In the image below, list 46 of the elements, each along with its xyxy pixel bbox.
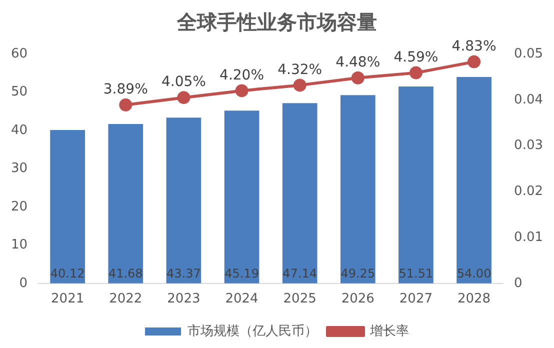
y-tick-label: 50 — [10, 84, 28, 100]
y-tick-label: 10 — [10, 238, 28, 253]
point — [119, 98, 132, 112]
x-tick-label: 2024 — [225, 292, 258, 307]
y-tick-label: 40 — [10, 122, 28, 138]
data-label: 40.12 — [50, 266, 85, 281]
x-tick-label: 2025 — [283, 292, 316, 307]
data-label: 4.20% — [220, 67, 264, 84]
y-tick-label: 30 — [10, 161, 28, 176]
point — [468, 55, 481, 68]
y2-tick-label: 0.02 — [514, 184, 544, 200]
legend-label: 市场规模（亿人民币） — [188, 324, 318, 339]
legend-label: 增长率 — [369, 322, 409, 339]
x-tick-label: 2028 — [457, 292, 491, 307]
x-tick-label: 2023 — [167, 292, 200, 307]
data-label: 51.51 — [398, 266, 434, 281]
y-tick-label: 20 — [10, 199, 28, 214]
point — [351, 71, 364, 84]
data-label: 45.19 — [224, 266, 259, 281]
y2-tick-label: 0.03 — [514, 138, 544, 154]
point — [409, 66, 422, 80]
data-label: 4.48% — [336, 54, 380, 70]
x-tick-label: 2022 — [109, 292, 142, 307]
chart-title: 全球手性业务市场容量 — [176, 9, 378, 36]
data-label: 47.14 — [282, 266, 318, 281]
data-label: 4.32% — [278, 62, 322, 78]
y2-tick-label: 0.04 — [514, 92, 544, 108]
data-label: 3.89% — [103, 82, 148, 98]
data-label: 54.00 — [456, 266, 492, 281]
y2-tick-label: 0.05 — [514, 46, 544, 62]
x-tick-label: 2027 — [399, 292, 433, 307]
y2-tick-label: 0.01 — [514, 230, 544, 245]
point — [293, 78, 306, 92]
data-label: 41.68 — [108, 266, 143, 281]
x-tick-label: 2021 — [51, 292, 84, 307]
y-tick-label: 0 — [19, 276, 28, 291]
y-tick-label: 60 — [10, 46, 28, 62]
data-label: 4.05% — [161, 74, 206, 90]
data-label: 4.83% — [452, 38, 496, 54]
point — [177, 91, 190, 104]
data-label: 49.25 — [340, 266, 376, 281]
x-tick-label: 2026 — [341, 292, 374, 307]
y2-tick-label: 0 — [514, 276, 522, 291]
point — [235, 84, 248, 98]
data-label: 4.59% — [394, 49, 438, 66]
data-label: 43.37 — [166, 266, 201, 281]
